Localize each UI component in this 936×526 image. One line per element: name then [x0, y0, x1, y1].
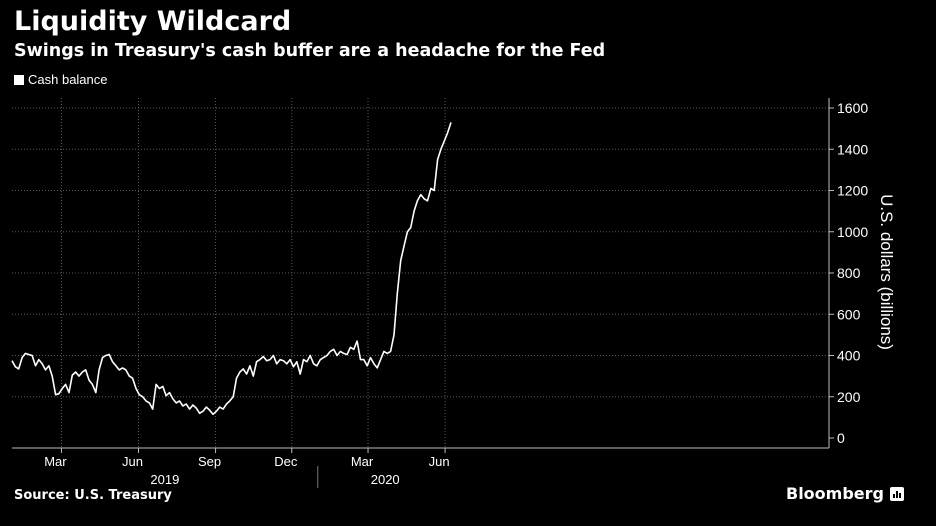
- y-tick-label: 1600: [837, 100, 868, 116]
- y-tick-label: 400: [837, 348, 861, 364]
- legend-label: Cash balance: [28, 72, 108, 87]
- y-tick-label: 200: [837, 389, 861, 405]
- legend-swatch: [14, 75, 24, 85]
- x-year-label: 2019: [150, 472, 179, 487]
- chart-subtitle: Swings in Treasury's cash buffer are a h…: [14, 41, 606, 61]
- y-tick-label: 1200: [837, 183, 868, 199]
- x-tick-label: Mar: [44, 454, 67, 469]
- y-tick-label: 0: [837, 430, 845, 446]
- bloomberg-chart-icon: [889, 487, 904, 501]
- chart-title: Liquidity Wildcard: [14, 6, 292, 37]
- legend: Cash balance: [14, 72, 108, 88]
- y-tick-label: 1400: [837, 141, 868, 157]
- x-year-label: 2020: [371, 472, 400, 487]
- x-tick-label: Dec: [274, 454, 298, 469]
- x-tick-label: Jun: [429, 454, 450, 469]
- x-tick-label: Sep: [198, 454, 221, 469]
- y-tick-label: 800: [837, 265, 861, 281]
- brand-name: Bloomberg: [786, 484, 884, 503]
- source-note: Source: U.S. Treasury: [14, 488, 172, 503]
- y-tick-label: 1000: [837, 224, 868, 240]
- x-tick-label: Jun: [122, 454, 143, 469]
- x-tick-label: Mar: [351, 454, 374, 469]
- brand-logo: Bloomberg: [786, 484, 904, 504]
- y-tick-label: 600: [837, 306, 861, 322]
- series-line: [11, 122, 452, 416]
- y-axis-label: U.S. dollars (billions): [877, 194, 896, 350]
